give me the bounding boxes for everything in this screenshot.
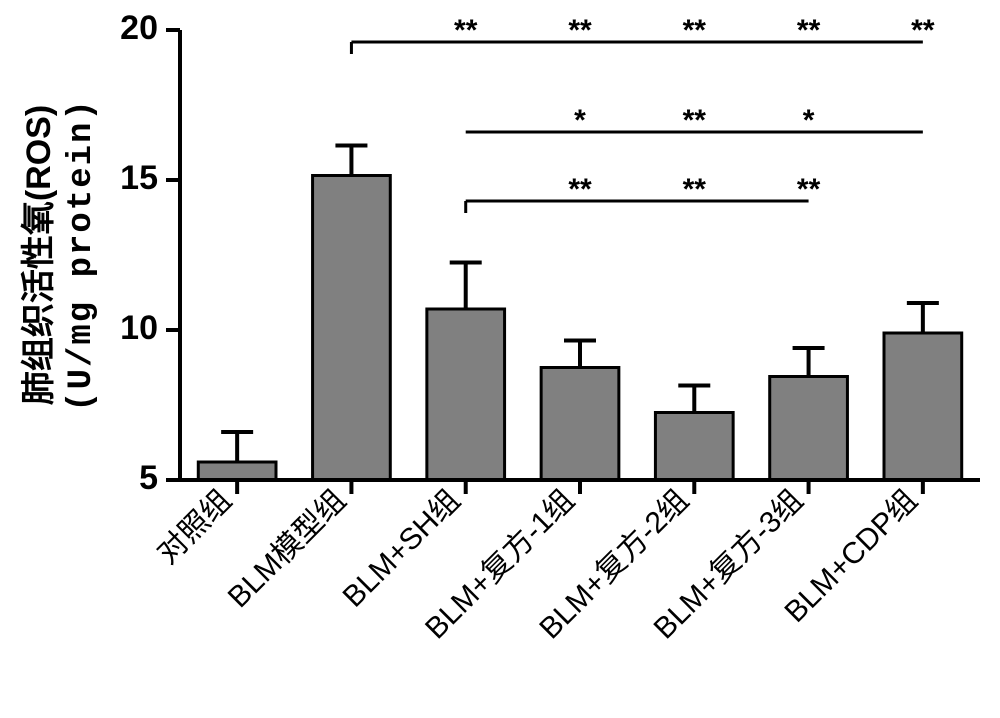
y-axis-title-line1: 肺组织活性氧(ROS) [20, 105, 58, 405]
y-axis-title-line2: (U/mg protein) [63, 98, 101, 412]
sig-label: ** [568, 173, 592, 206]
chart-container: ********************5101520对照组BLM模型组BLM+… [0, 0, 1000, 718]
sig-label: ** [911, 14, 935, 47]
bar [770, 377, 848, 481]
sig-label: * [574, 104, 586, 137]
sig-label: ** [683, 173, 707, 206]
sig-label: ** [454, 14, 478, 47]
bar [427, 309, 505, 480]
bar-chart: ********************5101520对照组BLM模型组BLM+… [0, 0, 1000, 718]
bar [655, 413, 733, 481]
bar [884, 333, 962, 480]
bar [541, 368, 619, 481]
y-tick-label: 15 [120, 159, 158, 197]
bar [198, 462, 276, 480]
bar [313, 176, 391, 481]
sig-label: * [803, 104, 815, 137]
y-tick-label: 20 [120, 9, 158, 47]
sig-label: ** [683, 14, 707, 47]
y-tick-label: 5 [139, 459, 158, 497]
sig-label: ** [797, 14, 821, 47]
y-tick-label: 10 [120, 309, 158, 347]
sig-label: ** [797, 173, 821, 206]
sig-label: ** [683, 104, 707, 137]
sig-label: ** [568, 14, 592, 47]
